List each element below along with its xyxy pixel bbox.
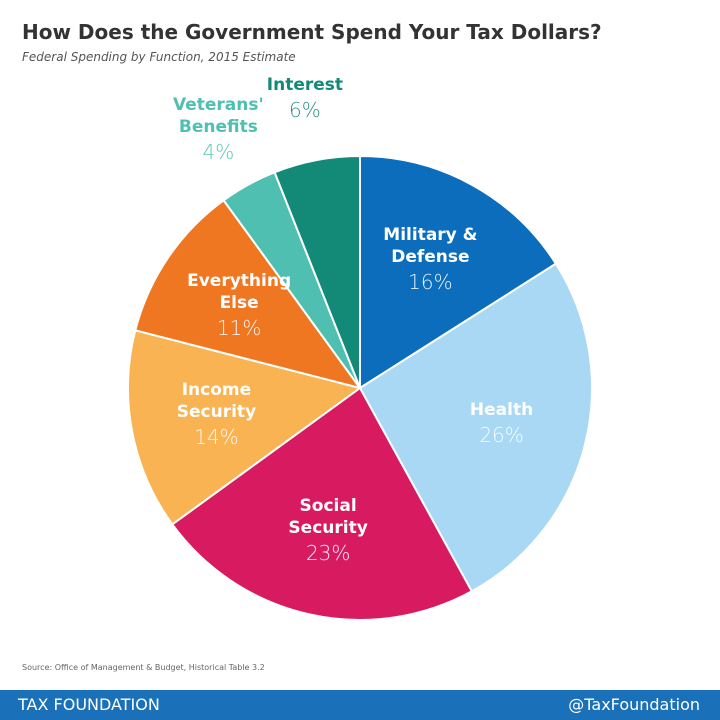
pie-slice [170,386,474,621]
slice-label: Veterans' Benefits 4% [158,94,278,166]
slice-label: Social Security 23% [268,495,388,567]
slice-value: 6% [289,98,321,123]
slice-value: 14% [194,425,239,450]
slice-label: Interest 6% [245,74,365,124]
chart-subtitle: Federal Spending by Function, 2015 Estim… [22,50,296,64]
pie-slice [358,262,593,593]
slice-value: 11% [216,315,262,340]
pie-slice [127,329,363,526]
pie-chart [127,154,593,621]
footer-brand: TAX FOUNDATION [18,695,160,714]
slice-name: Health [469,400,534,421]
chart-title: How Does the Government Spend Your Tax D… [22,20,602,44]
slice-label: Military & Defense 16% [370,224,490,296]
pie-slice [359,154,558,390]
slice-name: Veterans' Benefits [173,95,264,138]
footer-bar: TAX FOUNDATION @TaxFoundation [0,690,720,720]
slice-name: Everything Else [187,270,292,313]
pie-slice [273,154,361,389]
slice-name: Social Security [288,495,368,538]
slice-name: Interest [266,75,344,96]
source-note: Source: Office of Management & Budget, H… [22,663,265,672]
slice-value: 4% [202,140,235,165]
footer-handle: @TaxFoundation [568,695,700,714]
slice-value: 16% [408,269,453,294]
slice-value: 26% [479,423,524,448]
slice-label: Income Security 14% [156,379,276,451]
slice-value: 23% [305,540,351,565]
pie-slice [134,198,363,390]
slice-name: Income Security [176,380,257,423]
slice-name: Military & Defense [383,224,478,267]
slice-label: Everything Else 11% [179,270,299,342]
slice-label: Health 26% [442,399,562,449]
